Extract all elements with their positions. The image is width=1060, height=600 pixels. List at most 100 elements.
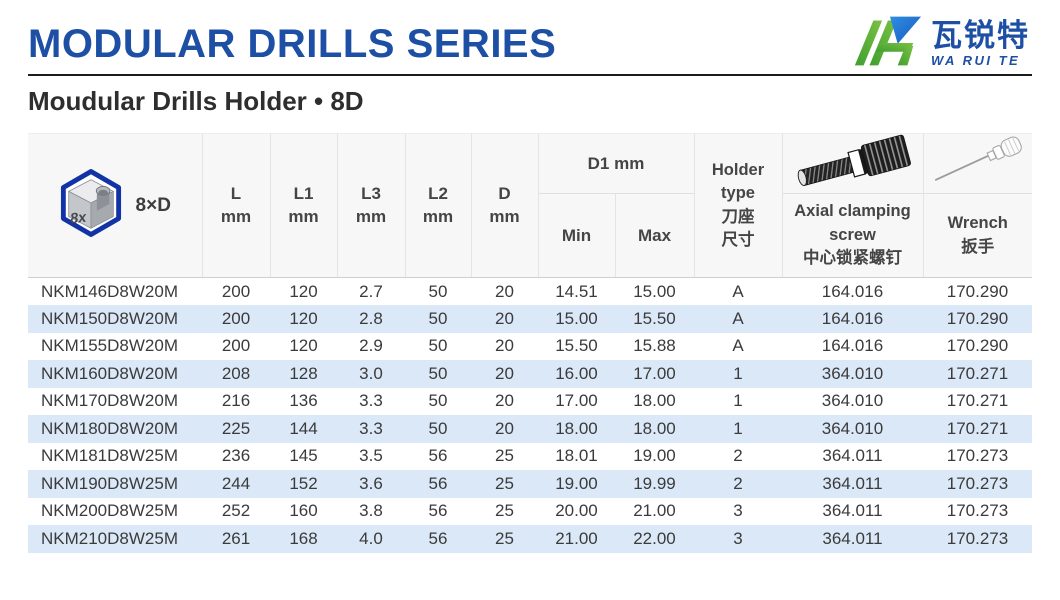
col-d-name: D — [498, 183, 511, 203]
cell-l2: 50 — [428, 308, 448, 328]
cell-d1-max: 19.00 — [633, 446, 676, 466]
cell-holder-type: A — [732, 281, 744, 301]
wrench-line-1: Wrench — [947, 214, 1008, 233]
holder-line-3: 刀座 — [721, 207, 755, 226]
cell-d1-max: 15.00 — [633, 281, 676, 301]
cell-l: 208 — [221, 363, 251, 383]
cell-l3: 3.5 — [359, 446, 383, 466]
cell-d1-max: 15.88 — [633, 336, 676, 356]
cell-l: 225 — [221, 418, 251, 438]
cell-wrench-code: 170.271 — [946, 363, 1009, 383]
screw-line-3: 中心锁紧螺钉 — [803, 249, 902, 268]
cell-wrench-code: 170.273 — [946, 528, 1009, 548]
cell-d1-max: 22.00 — [633, 528, 676, 548]
cell-d: 25 — [495, 501, 514, 521]
cell-screw-code: 364.011 — [822, 473, 883, 493]
table-row: NKM150D8W20M 200 120 2.8 50 20 15.00 15.… — [28, 305, 1032, 333]
cell-l3: 3.3 — [359, 418, 383, 438]
col-l2-name: L2 — [428, 183, 448, 203]
col-header-wrench: Wrench 扳手 — [923, 193, 1032, 278]
table-row: NKM210D8W25M 261 168 4.0 56 25 21.00 22.… — [28, 525, 1032, 553]
cell-model: NKM180D8W20M — [41, 418, 178, 438]
cell-l1: 145 — [289, 446, 318, 466]
cell-l1: 120 — [289, 308, 318, 328]
col-d-unit: mm — [489, 206, 520, 226]
cell-l1: 120 — [289, 281, 318, 301]
cell-holder-type: 3 — [733, 528, 743, 548]
cell-d1-max: 21.00 — [633, 501, 676, 521]
page-subtitle: Moudular Drills Holder • 8D — [28, 86, 364, 116]
title-underline — [28, 74, 1032, 76]
cell-model: NKM210D8W25M — [41, 528, 178, 548]
cell-screw-code: 364.010 — [821, 391, 884, 411]
cell-d1-min: 21.00 — [555, 528, 598, 548]
cell-l: 200 — [221, 281, 251, 301]
cell-screw-code: 364.011 — [822, 501, 883, 521]
brand-text: 瓦锐特 WA RUI TE — [931, 20, 1030, 67]
cell-d: 20 — [495, 391, 514, 411]
col-l3-name: L3 — [361, 183, 381, 203]
cell-l: 200 — [221, 308, 251, 328]
cell-l2: 50 — [428, 281, 448, 301]
cell-l1: 120 — [289, 336, 318, 356]
cell-holder-type: 2 — [733, 446, 743, 466]
cell-screw-code: 164.016 — [821, 281, 884, 301]
cell-wrench-code: 170.271 — [946, 391, 1009, 411]
wrench-line-2: 扳手 — [961, 237, 995, 256]
cell-d: 20 — [495, 363, 514, 383]
cell-l: 252 — [221, 501, 251, 521]
cell-l: 216 — [221, 391, 251, 411]
cell-d: 20 — [495, 308, 514, 328]
table-row: NKM170D8W20M 216 136 3.3 50 20 17.00 18.… — [28, 388, 1032, 416]
spec-table: 8x 8×D L mm L1 mm L3 mm — [28, 133, 1032, 553]
col-header-d1-max: Max — [615, 193, 695, 278]
cell-l1: 144 — [289, 418, 318, 438]
brand-logo: 瓦锐特 WA RUI TE — [849, 12, 1030, 75]
col-header-l1: L1 mm — [270, 133, 338, 278]
cell-l2: 50 — [428, 336, 448, 356]
cell-d: 20 — [495, 336, 514, 356]
spec-table-body: NKM146D8W20M 200 120 2.7 50 20 14.51 15.… — [28, 278, 1032, 553]
col-header-l: L mm — [202, 133, 271, 278]
cell-holder-type: 1 — [733, 418, 743, 438]
wrench-icon — [928, 136, 1028, 191]
table-row: NKM146D8W20M 200 120 2.7 50 20 14.51 15.… — [28, 278, 1032, 306]
col-header-axial-screw: Axial clamping screw 中心锁紧螺钉 — [782, 193, 924, 278]
wrench-image-cell — [923, 133, 1032, 194]
cell-d: 25 — [495, 473, 514, 493]
cell-d: 20 — [495, 418, 514, 438]
cell-l3: 3.8 — [359, 501, 383, 521]
holder-line-1: Holder — [711, 160, 765, 179]
cell-l3: 2.9 — [359, 336, 383, 356]
table-row: NKM160D8W20M 208 128 3.0 50 20 16.00 17.… — [28, 360, 1032, 388]
cell-holder-type: A — [732, 336, 744, 356]
cell-l2: 56 — [428, 501, 448, 521]
cell-l: 200 — [221, 336, 251, 356]
cell-screw-code: 364.010 — [821, 363, 884, 383]
top-bar: MODULAR DRILLS SERIES — [28, 0, 1032, 70]
cell-d1-max: 18.00 — [633, 418, 676, 438]
cell-d1-min: 19.00 — [555, 473, 598, 493]
cell-d: 25 — [495, 446, 514, 466]
screw-line-1: Axial clamping — [794, 202, 911, 221]
cell-l: 244 — [221, 473, 251, 493]
cell-l3: 3.3 — [359, 391, 383, 411]
cell-d1-max: 15.50 — [633, 308, 676, 328]
cell-wrench-code: 170.273 — [946, 446, 1009, 466]
col-header-l3: L3 mm — [337, 133, 406, 278]
col-l-unit: mm — [220, 206, 252, 226]
cell-d1-min: 17.00 — [555, 391, 598, 411]
holder-line-2: type — [721, 184, 755, 203]
cell-l3: 2.8 — [359, 308, 383, 328]
cell-l2: 50 — [428, 418, 448, 438]
cell-screw-code: 364.011 — [822, 528, 883, 548]
cell-screw-code: 364.011 — [822, 446, 883, 466]
col-header-product: 8x 8×D — [28, 133, 203, 278]
cell-wrench-code: 170.290 — [946, 308, 1009, 328]
cell-l1: 160 — [289, 501, 318, 521]
cell-holder-type: 2 — [733, 473, 743, 493]
cell-d: 20 — [495, 281, 514, 301]
cell-screw-code: 164.016 — [821, 336, 884, 356]
cell-d1-min: 18.00 — [555, 418, 598, 438]
cell-wrench-code: 170.273 — [946, 473, 1009, 493]
